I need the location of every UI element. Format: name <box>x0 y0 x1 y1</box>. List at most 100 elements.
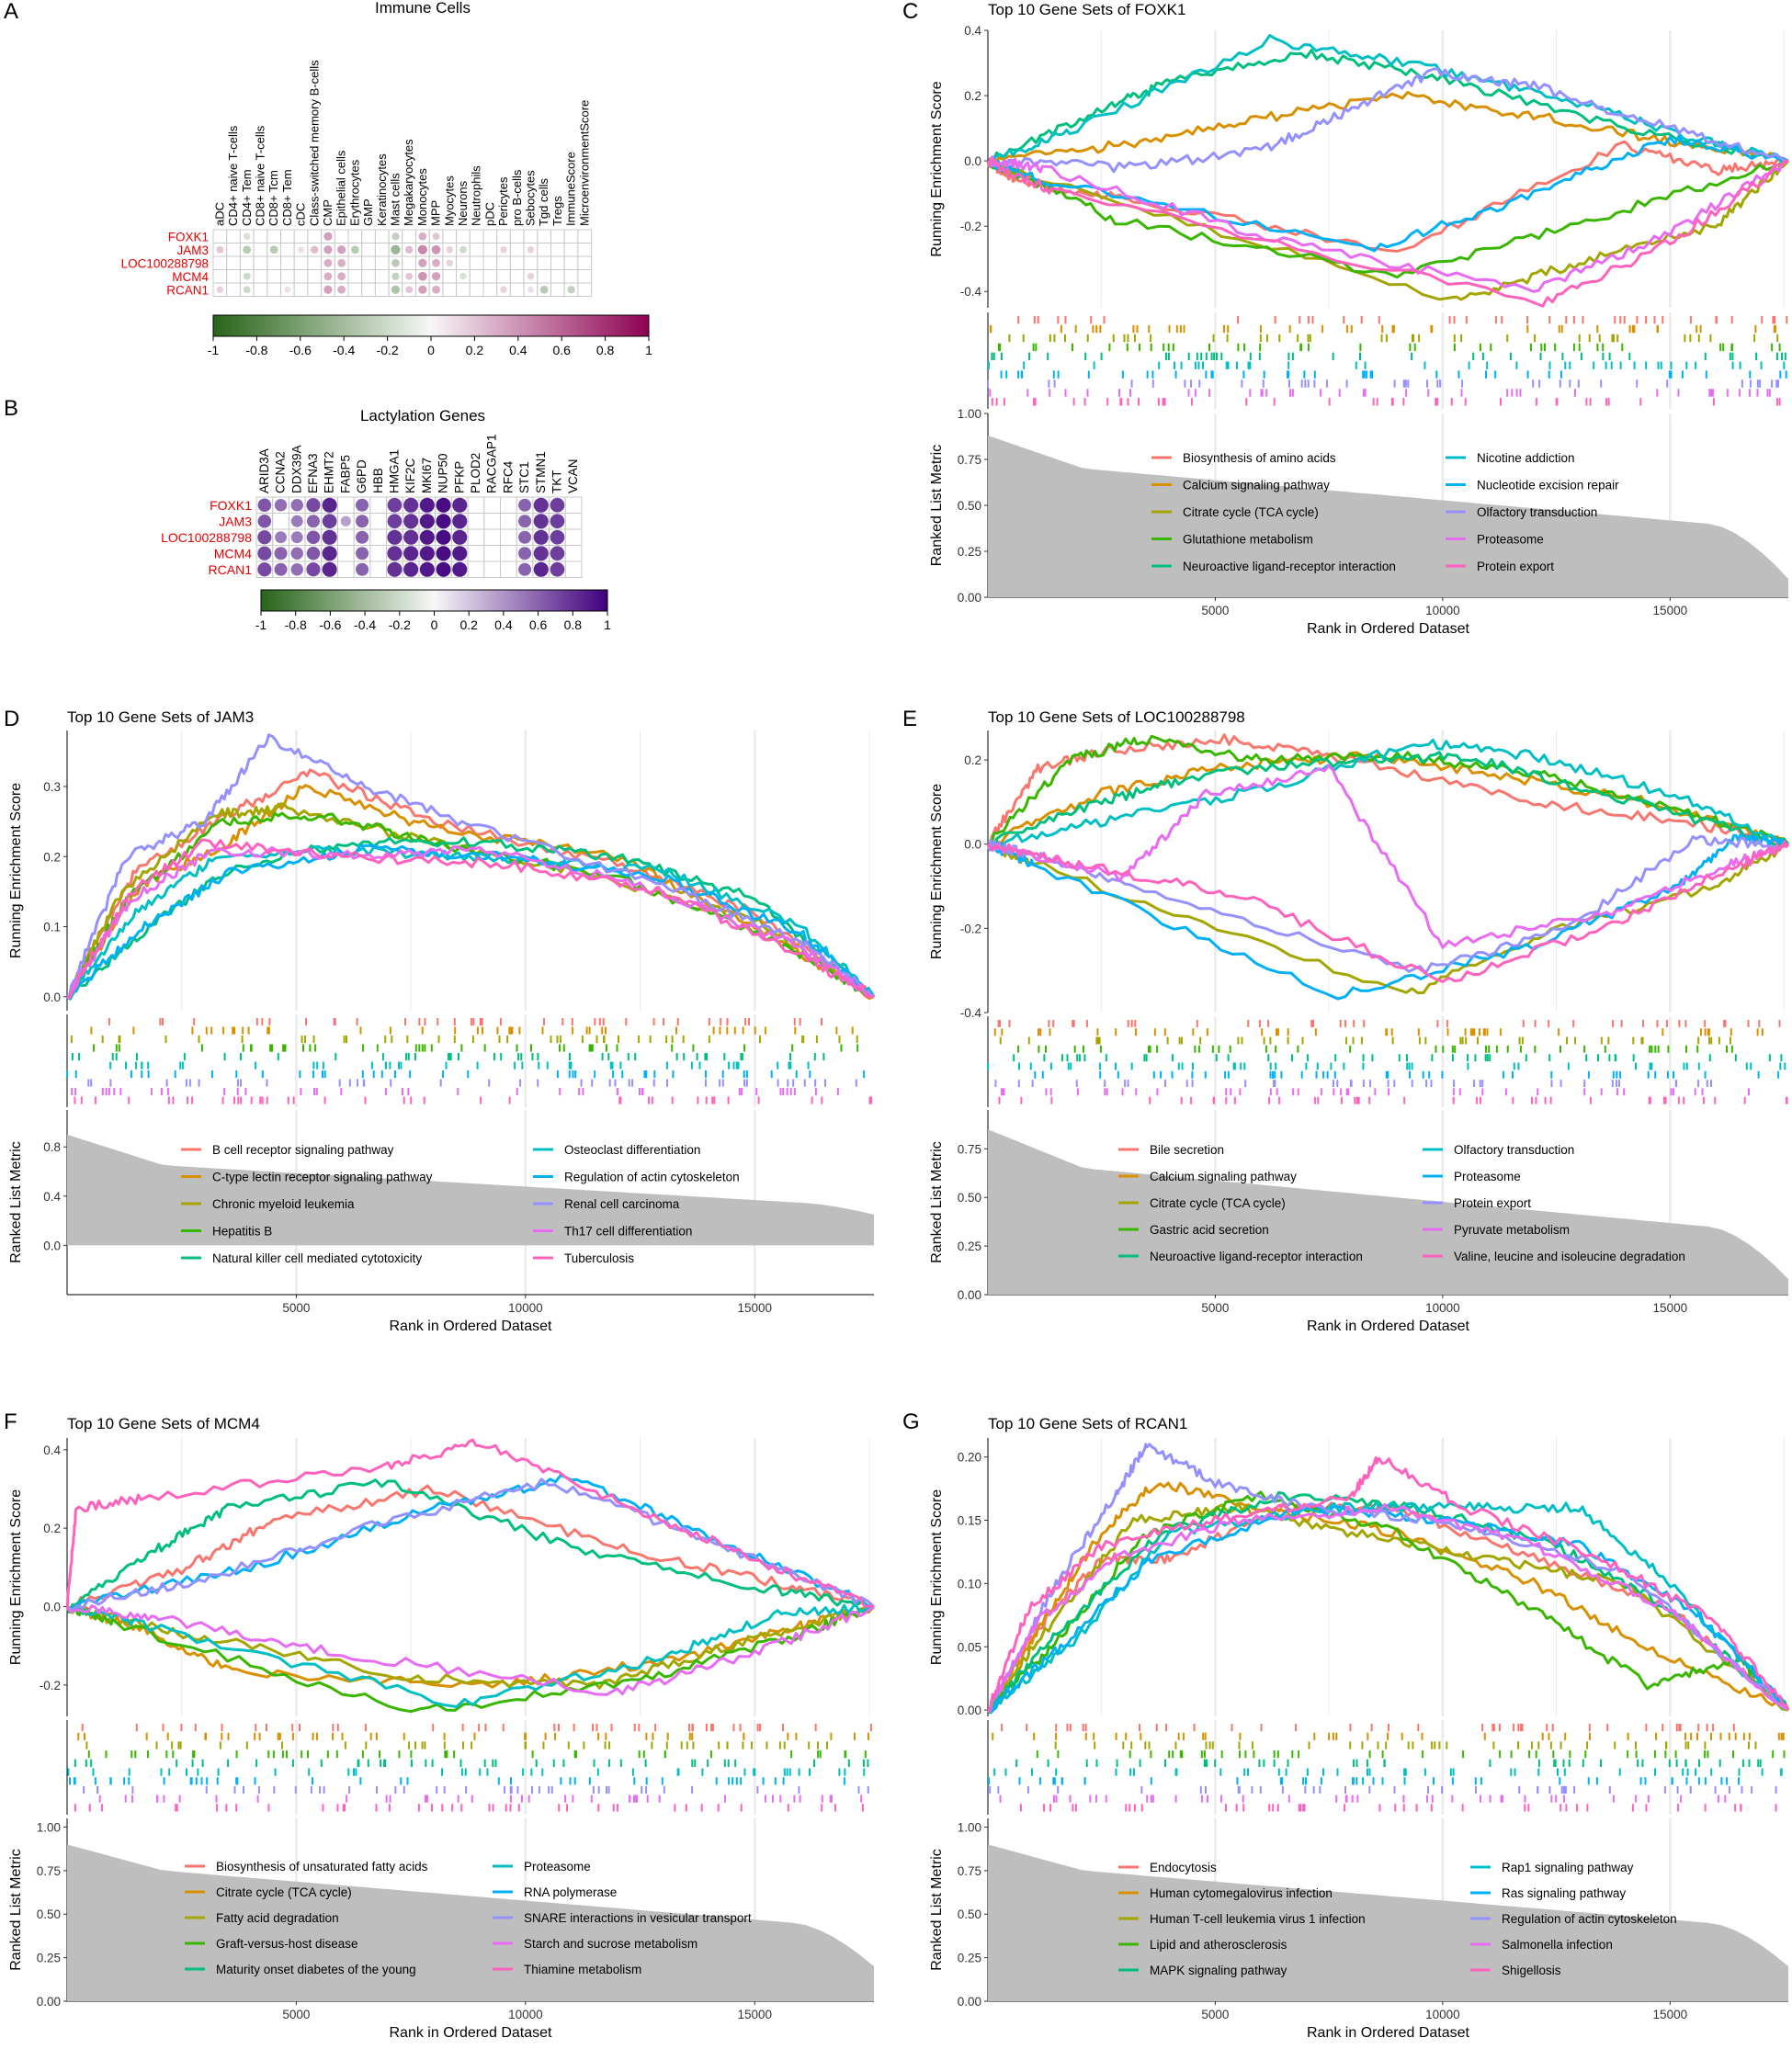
x-axis-title: Rank in Ordered Dataset <box>1307 1319 1470 1334</box>
heatmap-dot <box>403 546 419 561</box>
heatmap-dot <box>322 529 337 545</box>
colorbar-tick-label: 0.6 <box>529 617 548 632</box>
metric-y-tick-label: 1.00 <box>958 407 981 421</box>
es-line-9 <box>986 764 1789 949</box>
heatmap-dot <box>311 245 319 254</box>
heatmap-dot <box>356 547 369 560</box>
legend-label: Hepatitis B <box>212 1225 272 1239</box>
row-label: JAM3 <box>219 514 252 528</box>
heatmap-dot <box>403 561 419 577</box>
x-axis-title: Rank in Ordered Dataset <box>390 2025 553 2041</box>
heatmap-dot <box>405 286 414 294</box>
heatmap-cell <box>467 560 485 578</box>
heatmap-dot <box>431 244 441 255</box>
es-line-8 <box>66 733 875 999</box>
metric-y-tick-label: 0.75 <box>37 1864 61 1878</box>
heatmap-cell <box>267 229 281 243</box>
x-tick-label: 10000 <box>508 1301 543 1315</box>
legend-label: Chronic myeloid leukemia <box>212 1197 355 1211</box>
heatmap-dot <box>391 244 401 255</box>
heatmap-dot <box>500 246 507 254</box>
y-tick-label: 0.10 <box>958 1577 981 1591</box>
heatmap-cell <box>442 269 458 284</box>
heatmap-cell <box>482 282 498 297</box>
legend-label: Valine, leucine and isoleucine degradati… <box>1454 1250 1685 1263</box>
heatmap-cell <box>334 229 349 243</box>
column-label: Sebocytes <box>523 170 537 226</box>
heatmap-cell <box>550 269 565 284</box>
y-tick-label: 0.0 <box>43 991 61 1004</box>
heatmap-dot <box>550 514 565 529</box>
column-label: ImmuneScore <box>564 152 578 226</box>
heatmap-dot <box>550 546 565 561</box>
row-label: RCAN1 <box>166 283 209 297</box>
legend-label: Thiamine metabolism <box>524 1963 641 1976</box>
heatmap-cell <box>293 229 309 243</box>
heatmap-cell <box>361 255 376 270</box>
colorbar-tick-label: 1 <box>645 343 652 357</box>
panel-label-A: A <box>4 0 18 24</box>
y-tick-label: 0.0 <box>964 154 981 168</box>
column-label: CD8+ Tem <box>280 169 294 226</box>
column-label: CMP <box>321 199 335 226</box>
heatmap-dot <box>431 272 441 281</box>
heatmap-cell <box>293 282 309 297</box>
y-axis-title: Running Enrichment Score <box>929 784 945 959</box>
hit-ticks-8 <box>87 1079 857 1087</box>
heatmap-dot <box>405 272 414 280</box>
heatmap-cell <box>509 255 525 270</box>
y-axis-title: Running Enrichment Score <box>8 783 24 958</box>
legend-label: Gastric acid secretion <box>1150 1223 1269 1237</box>
heatmap-panel-B: Lactylation Genes ARID3A CCNA2 DDX39A EFNA3 E… <box>161 407 611 632</box>
heatmap-dot <box>322 561 337 577</box>
x-tick-label: 5000 <box>282 1301 310 1315</box>
chart-title: Top 10 Gene Sets of FOXK1 <box>988 1 1185 18</box>
es-line-3 <box>986 841 1789 995</box>
heatmap-cell <box>253 282 268 297</box>
heatmap-dot <box>340 515 351 526</box>
heatmap-cell <box>467 528 485 546</box>
heatmap-cell <box>347 269 363 284</box>
hit-ticks-8 <box>987 379 1779 388</box>
panel-label-D: D <box>4 707 19 731</box>
heatmap-dot <box>550 561 565 577</box>
legend-label: Salmonella infection <box>1502 1938 1613 1952</box>
colorbar <box>260 589 608 612</box>
ranked-metric-area <box>988 436 1788 597</box>
heatmap-dot <box>306 530 321 545</box>
heatmap-dot <box>527 273 535 280</box>
heatmap-cell <box>280 243 295 257</box>
legend-label: Citrate cycle (TCA cycle) <box>1150 1196 1286 1210</box>
heatmap-cell <box>483 560 501 578</box>
legend-label: Olfactory transduction <box>1454 1143 1574 1157</box>
es-line-1 <box>986 733 1789 848</box>
heatmap-dot <box>432 232 440 241</box>
heatmap-cell <box>226 255 241 270</box>
heatmap-cell <box>369 513 388 530</box>
heatmap-cell <box>369 528 388 546</box>
heatmap-dot <box>533 561 549 577</box>
es-line-10 <box>987 1456 1790 1713</box>
heatmap-dot <box>290 563 303 576</box>
chart-title: Top 10 Gene Sets of RCAN1 <box>988 1415 1187 1432</box>
heatmap-cell <box>347 255 363 270</box>
heatmap-cell <box>537 229 551 243</box>
hit-ticks-7 <box>1000 370 1787 379</box>
legend-label: Natural killer cell mediated cytotoxicit… <box>212 1251 422 1265</box>
heatmap-cell <box>369 560 388 578</box>
es-line-9 <box>65 1604 875 1696</box>
heatmap-cell <box>456 255 471 270</box>
heatmap-cell <box>226 269 241 284</box>
legend-label: Olfactory transduction <box>1477 505 1597 519</box>
heatmap-cell <box>467 513 485 530</box>
row-label: FOXK1 <box>168 230 209 243</box>
heatmap-cell <box>577 229 593 243</box>
ranked-metric-area <box>67 1134 874 1246</box>
heatmap-dot <box>243 286 251 294</box>
heatmap-cell <box>442 282 458 297</box>
heatmap-cell <box>500 528 517 546</box>
chart-title: Top 10 Gene Sets of MCM4 <box>67 1415 260 1432</box>
heatmap-dot <box>459 273 467 280</box>
heatmap-dot <box>391 232 400 241</box>
legend-label: Pyruvate metabolism <box>1454 1223 1570 1237</box>
